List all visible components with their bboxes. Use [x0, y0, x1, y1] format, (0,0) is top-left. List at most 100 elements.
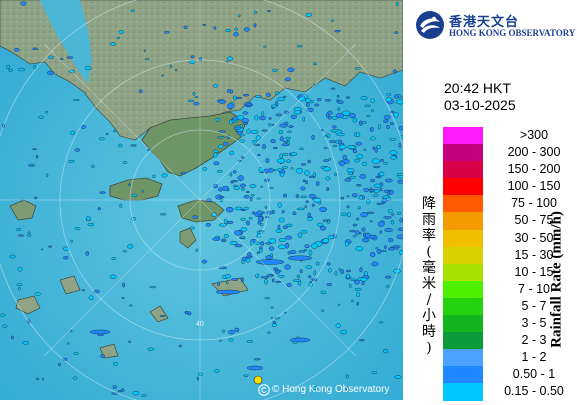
rain-echo: [251, 140, 257, 144]
rain-echo: [313, 103, 320, 107]
rain-echo: [196, 376, 200, 381]
rain-echo: [279, 136, 285, 142]
rain-echo: [340, 212, 348, 217]
rain-echo: [354, 279, 360, 285]
legend-label: >300: [519, 128, 549, 142]
rain-echo: [374, 147, 378, 153]
legend-title-cn-char: /: [426, 292, 432, 308]
rain-echo: [117, 143, 123, 148]
legend-label: 3 - 5: [521, 316, 547, 331]
rain-echo: [278, 130, 284, 135]
rain-echo: [382, 195, 390, 199]
rain-echo: [364, 104, 372, 108]
rain-echo: [330, 19, 335, 22]
rain-echo: [187, 311, 192, 316]
rain-echo: [218, 144, 224, 149]
rain-echo: [238, 14, 241, 18]
rain-echo: [355, 141, 363, 146]
legend-swatch: [443, 178, 483, 196]
rain-echo: [271, 68, 278, 72]
rain-echo: [258, 248, 263, 253]
rain-echo: [359, 174, 367, 179]
legend-swatch: [443, 315, 483, 333]
rain-echo: [32, 47, 39, 51]
rain-echo: [378, 124, 381, 130]
rain-echo: [205, 222, 212, 227]
legend-swatch: [443, 246, 483, 264]
rain-echo: [132, 391, 140, 396]
org-name-en: HONG KONG OBSERVATORY: [449, 28, 576, 38]
rain-echo: [27, 231, 31, 234]
rain-echo: [265, 158, 270, 163]
rain-echo: [375, 247, 379, 250]
rain-echo: [356, 292, 361, 297]
rain-echo: [336, 99, 340, 102]
rain-echo: [369, 251, 376, 258]
rain-echo: [371, 108, 374, 113]
rain-echo: [281, 166, 289, 169]
rain-echo: [383, 348, 388, 354]
rain-echo: [308, 275, 312, 279]
rain-echo: [284, 264, 291, 270]
rain-echo: [229, 172, 233, 177]
rain-echo: [105, 132, 109, 136]
rain-echo: [284, 235, 293, 240]
rain-echo: [241, 256, 248, 262]
rain-echo: [264, 279, 268, 285]
rain-echo: [240, 277, 244, 283]
rain-echo: [387, 209, 393, 214]
rain-echo: [340, 196, 345, 200]
radar-map: 40 © Hong Kong Observatory: [0, 0, 420, 405]
legend-label: 30 - 50: [514, 230, 554, 245]
rain-echo: [284, 311, 287, 314]
rain-echo: [292, 211, 297, 216]
rain-echo: [221, 329, 226, 333]
legend-label: 7 - 10: [518, 281, 550, 296]
rain-echo: [36, 377, 40, 381]
rain-echo: [312, 386, 318, 390]
rain-echo: [360, 121, 367, 124]
rain-echo: [18, 286, 21, 291]
rain-echo: [300, 163, 306, 166]
rain-echo: [112, 129, 118, 133]
rain-echo: [85, 251, 90, 256]
rain-echo: [384, 275, 392, 279]
legend-label: 2 - 3: [521, 333, 547, 348]
rain-echo: [278, 238, 286, 243]
legend-title-cn-char: 米: [422, 276, 436, 292]
rain-echo: [239, 139, 245, 143]
rain-echo: [226, 89, 231, 93]
rain-echo: [234, 206, 243, 211]
rain-echo: [383, 162, 389, 165]
rain-echo: [16, 228, 21, 232]
rain-echo: [269, 253, 273, 257]
rain-echo: [369, 220, 373, 223]
copyright-icon: [258, 384, 270, 396]
rain-echo: [262, 143, 267, 150]
rain-echo: [72, 376, 78, 380]
rain-echo: [251, 129, 259, 134]
rain-echo: [300, 230, 308, 234]
rain-echo: [396, 211, 401, 215]
rain-echo: [149, 285, 157, 289]
rain-echo: [349, 175, 357, 179]
rain-echo: [256, 210, 263, 216]
rain-echo: [198, 56, 202, 62]
rain-echo: [370, 127, 374, 132]
rain-echo: [190, 55, 195, 59]
rain-echo: [334, 30, 341, 33]
rain-echo: [293, 110, 301, 115]
rain-echo: [264, 205, 268, 209]
rain-echo: [70, 330, 73, 333]
rain-echo: [395, 247, 399, 250]
rain-echo: [233, 230, 242, 236]
rain-echo: [235, 125, 242, 128]
rain-echo: [217, 281, 220, 287]
rain-echo: [251, 211, 255, 215]
rain-echo: [147, 347, 155, 351]
rain-echo: [398, 142, 402, 148]
rain-echo: [27, 164, 35, 167]
radar-map-svg: 40: [0, 0, 420, 405]
legend-swatch: [443, 263, 483, 281]
rain-echo: [38, 115, 45, 119]
